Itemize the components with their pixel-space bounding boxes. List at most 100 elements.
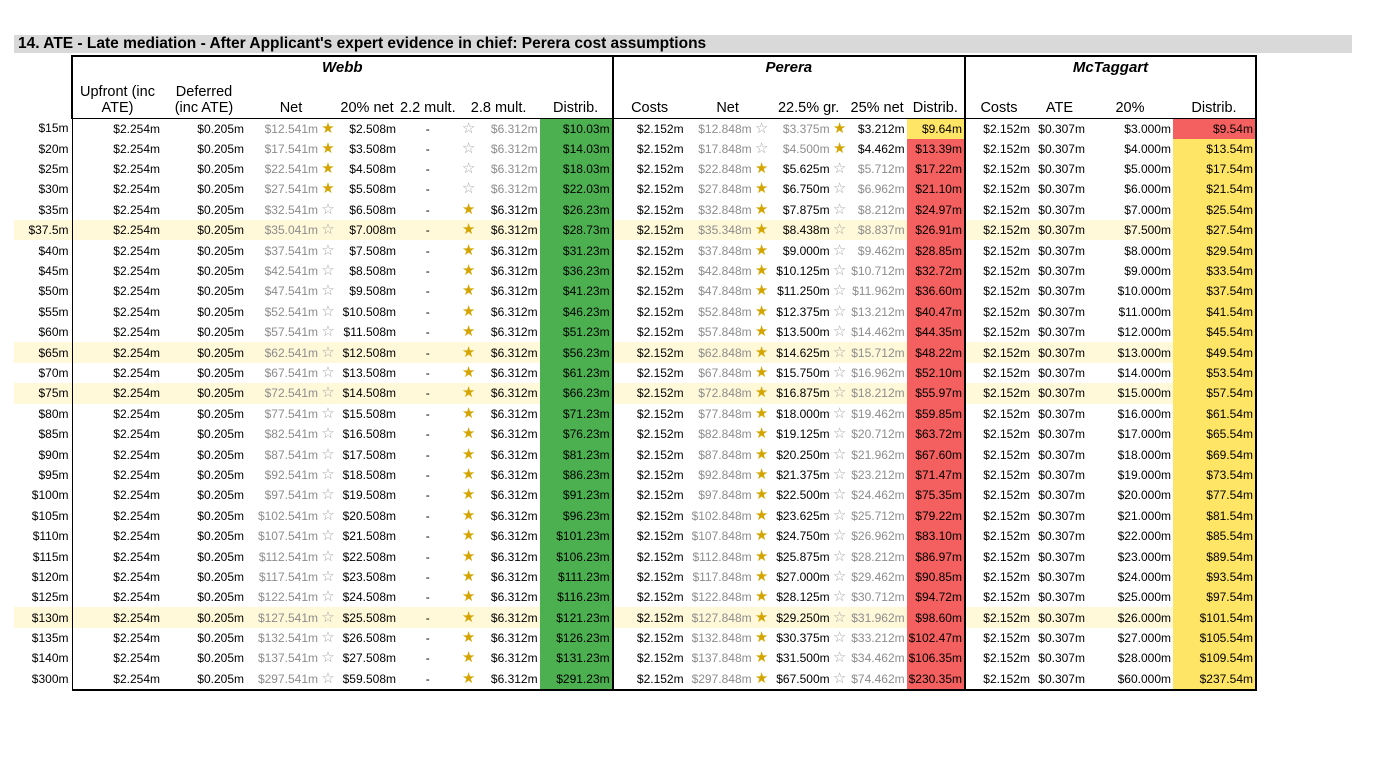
table-cell: $18.508m	[342, 467, 396, 482]
table-cell: $6.312m	[490, 590, 538, 605]
distrib-cell: $36.60m	[906, 281, 966, 302]
table-row: $55m $2.254m $0.205m $52.541m ☆ $10.508m - ★ $6.…	[14, 301, 1257, 323]
table-row: $85m $2.254m $0.205m $82.541m ☆ $16.508m - ★ $6.…	[14, 423, 1257, 445]
table-cell: $7.875m	[782, 202, 830, 217]
table-cell: $2.152m	[983, 427, 1030, 442]
distrib-cell: $28.73m	[539, 220, 614, 241]
star-cell: ☆	[831, 668, 848, 691]
distrib-cell: $21.10m	[906, 179, 966, 200]
table-cell: $2.152m	[636, 141, 684, 156]
row-label: $45m	[14, 260, 73, 282]
star-cell: ☆	[320, 322, 336, 342]
star-cell: ☆	[832, 322, 848, 342]
row-label: $80m	[14, 403, 73, 424]
distrib-cell: $9.54m	[1172, 118, 1257, 139]
star-cell: ★	[754, 628, 770, 648]
col-header: 2.8 mult.	[457, 78, 540, 119]
table-cell: $6.312m	[479, 383, 540, 404]
table-cell: $2.254m	[113, 264, 160, 279]
star-cell: ☆	[320, 607, 336, 628]
table-cell: $0.205m	[162, 668, 246, 691]
table-cell: $127.848m	[685, 607, 754, 628]
empty-star-icon: ☆	[321, 221, 335, 239]
table-cell: $2.152m	[636, 365, 684, 380]
distrib-cell: $41.54m	[1172, 301, 1257, 323]
filled-star-icon: ★	[754, 221, 769, 239]
distrib-cell: $71.23m	[539, 403, 614, 424]
star-cell: ☆	[320, 342, 336, 363]
table-cell: $6.312m	[490, 121, 538, 136]
distrib-cell: $63.72m	[906, 423, 966, 445]
table-cell: $2.254m	[113, 141, 160, 156]
row-label: $100m	[14, 485, 73, 506]
col-header: Distrib.	[1172, 78, 1257, 119]
star-cell: ☆	[832, 261, 848, 281]
table-cell: $6.312m	[490, 406, 538, 421]
star-cell: ☆	[320, 302, 336, 322]
empty-star-icon: ☆	[321, 527, 335, 545]
table-cell: $18.000m	[1117, 447, 1171, 462]
star-cell: ☆	[320, 444, 336, 464]
row-label: $130m	[14, 607, 73, 628]
star-cell: ☆	[320, 363, 336, 383]
table-cell: $31.500m	[776, 651, 830, 666]
table-row: $125m $2.254m $0.205m $122.541m ☆ $24.508m - ★ $…	[14, 587, 1257, 608]
star-cell: ☆	[320, 587, 336, 607]
row-label: $120m	[14, 566, 73, 588]
table-cell: $2.152m	[964, 383, 1032, 404]
star-cell: ★	[754, 200, 770, 220]
empty-star-icon: ☆	[321, 567, 335, 585]
table-row: $60m $2.254m $0.205m $57.541m ☆ $11.508m - ★ $6.…	[14, 322, 1257, 343]
table-cell: $21.962m	[851, 447, 905, 462]
table-cell: $23.508m	[342, 569, 396, 584]
row-label: $110m	[14, 525, 73, 547]
row-label: $60m	[14, 322, 73, 343]
table-row: $90m $2.254m $0.205m $87.541m ☆ $17.508m - ★ $6.…	[14, 444, 1257, 465]
empty-star-icon: ☆	[321, 302, 335, 320]
distrib-cell: $101.23m	[539, 525, 614, 547]
table-cell: -	[425, 508, 430, 523]
table-cell: $6.312m	[490, 141, 538, 156]
table-cell: $122.848m	[691, 590, 752, 605]
table-cell: $0.205m	[197, 182, 244, 197]
distrib-cell: $41.23m	[539, 281, 614, 302]
table-cell: $2.254m	[113, 447, 160, 462]
empty-star-icon: ☆	[832, 282, 847, 300]
star-cell: ★	[458, 200, 480, 220]
star-cell: ★	[458, 546, 480, 566]
empty-star-icon: ☆	[832, 506, 847, 524]
distrib-cell: $45.54m	[1172, 322, 1257, 343]
filled-star-icon: ★	[754, 486, 769, 504]
table-cell: $2.254m	[72, 342, 162, 363]
row-label: $15m	[14, 118, 73, 139]
distrib-cell: $96.23m	[539, 505, 614, 526]
star-cell: ★	[320, 118, 336, 139]
table-row: $37.5m $2.254m $0.205m $35.041m ☆ $7.008m - ★ $6…	[14, 220, 1257, 241]
table-cell: $0.307m	[1038, 529, 1085, 544]
distrib-cell: $29.54m	[1172, 240, 1257, 261]
table-cell: $92.541m	[264, 467, 318, 482]
star-cell: ☆	[320, 383, 336, 404]
table-cell: -	[398, 383, 458, 404]
star-cell: ☆	[320, 485, 336, 505]
table-row: $35m $2.254m $0.205m $32.541m ☆ $6.508m - ★ $6.3…	[14, 199, 1257, 221]
star-cell: ★	[754, 587, 770, 607]
filled-star-icon: ★	[461, 343, 476, 361]
table-cell: $0.205m	[197, 590, 244, 605]
table-cell: -	[398, 668, 458, 691]
empty-star-icon: ☆	[832, 445, 847, 463]
star-cell: ★	[457, 220, 480, 241]
star-cell: ☆	[320, 628, 336, 648]
distrib-cell: $73.54m	[1172, 464, 1257, 486]
table-cell: $2.152m	[983, 304, 1030, 319]
table-cell: $30.375m	[776, 631, 830, 646]
table-cell: $37.541m	[264, 243, 318, 258]
col-header: Distrib.	[539, 78, 613, 119]
table-row: $95m $2.254m $0.205m $92.541m ☆ $18.508m - ★ $6.…	[14, 464, 1257, 486]
star-cell: ★	[457, 668, 480, 691]
table-cell: $0.205m	[162, 220, 246, 241]
table-cell: $4.000m	[1124, 141, 1171, 156]
table-cell: $2.152m	[636, 569, 684, 584]
empty-star-icon: ☆	[832, 567, 847, 585]
star-cell: ☆	[320, 240, 336, 260]
